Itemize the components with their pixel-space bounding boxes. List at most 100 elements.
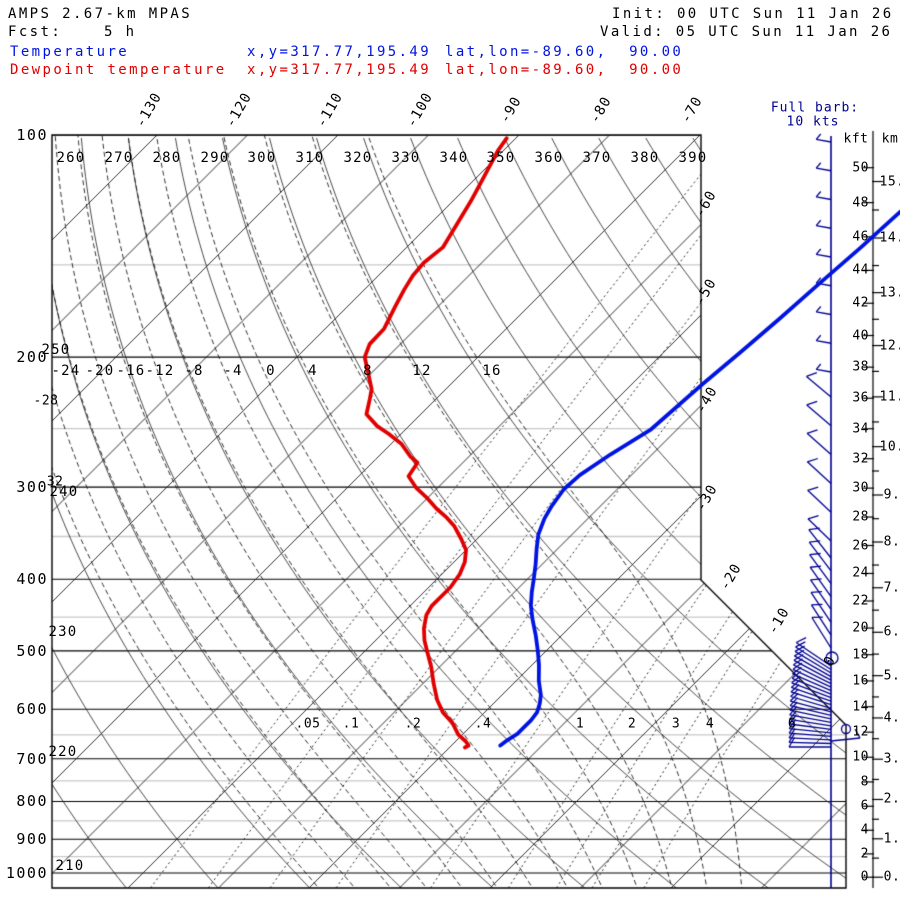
km-axis-label: 8. (883, 534, 900, 550)
kft-axis-label: 24 (852, 565, 869, 581)
kft-axis-label: 40 (852, 328, 869, 344)
dry-adiabat-label-left: 230 (48, 624, 78, 640)
moist-adiabat-label-200mb: -24 (51, 363, 81, 379)
dry-adiabat-label-left: 210 (55, 858, 85, 874)
moist-adiabat-label-200mb: -4 (223, 363, 243, 379)
pressure-axis-label: 100 (16, 126, 48, 144)
mixing-ratio-label: 6 (787, 716, 797, 732)
full-barb-note-line1: Full barb: (770, 100, 860, 116)
fcst-value: 5 h (104, 24, 137, 40)
full-barb-note-line2: 10 kts (786, 114, 840, 130)
dry-adiabat-label-top: 360 (534, 150, 564, 166)
km-axis-label: 7. (883, 580, 900, 596)
kft-axis-label: 2 (860, 846, 869, 862)
moist-adiabat-label-left: -32 (38, 474, 64, 490)
moist-adiabat-label-200mb: 8 (363, 363, 373, 379)
legend-temperature-latlon: lat,lon=-89.60, 90.00 (445, 44, 684, 60)
dry-adiabat-label-top: 300 (247, 150, 277, 166)
legend-temperature-xy: x,y=317.77,195.49 (247, 44, 432, 60)
dry-adiabat-label-top: 260 (56, 150, 86, 166)
km-axis-label: 14. (879, 230, 900, 246)
dry-adiabat-label-top: 290 (200, 150, 230, 166)
kft-axis-title: kft (843, 131, 869, 147)
km-axis-label: 4. (883, 710, 900, 726)
legend-dewpoint-xy: x,y=317.77,195.49 (247, 62, 432, 78)
mixing-ratio-label: .05 (295, 716, 321, 732)
kft-axis-label: 42 (852, 295, 869, 311)
moist-adiabat-label-200mb: 12 (412, 363, 432, 379)
dry-adiabat-label-left: 220 (48, 744, 78, 760)
kft-axis-label: 38 (852, 359, 869, 375)
km-axis-label: 13. (879, 285, 900, 301)
kft-axis-label: 32 (852, 451, 869, 467)
moist-adiabat-label-200mb: -8 (184, 363, 204, 379)
kft-axis-label: 4 (860, 822, 869, 838)
mixing-ratio-label: 4 (705, 716, 715, 732)
dry-adiabat-label-top: 280 (152, 150, 182, 166)
km-axis-label: 15. (879, 174, 900, 190)
dry-adiabat-label-top: 330 (391, 150, 421, 166)
kft-axis-label: 14 (852, 699, 869, 715)
kft-axis-label: 12 (852, 724, 869, 740)
pressure-axis-label: 1000 (5, 864, 48, 882)
moist-adiabat-label-200mb: 0 (266, 363, 276, 379)
legend-dewpoint-label: Dewpoint temperature (10, 62, 227, 78)
dry-adiabat-label-top: 320 (343, 150, 373, 166)
pressure-axis-label: 300 (16, 478, 48, 497)
moist-adiabat-label-200mb: -12 (145, 363, 175, 379)
km-axis-label: 5. (883, 668, 900, 684)
km-axis-label: 11. (879, 389, 900, 405)
kft-axis-label: 48 (852, 195, 869, 211)
pressure-axis-label: 800 (16, 792, 48, 811)
pressure-axis-label: 200 (16, 348, 48, 367)
dry-adiabat-label-top: 270 (104, 150, 134, 166)
km-axis-label: 12. (879, 338, 900, 354)
mixing-ratio-label: 2 (627, 716, 637, 732)
kft-axis-label: 50 (852, 160, 869, 176)
km-axis-label: 1. (883, 831, 900, 847)
kft-axis-label: 16 (852, 673, 869, 689)
kft-axis-label: 28 (852, 509, 869, 525)
km-axis-label: 0. (883, 869, 900, 885)
mixing-ratio-label: .2 (404, 716, 422, 732)
valid-time: Valid: 05 UTC Sun 11 Jan 26 (600, 24, 893, 40)
kft-axis-label: 18 (852, 647, 869, 663)
km-axis-title: km (881, 131, 899, 147)
kft-axis-label: 44 (852, 262, 869, 278)
legend-dewpoint-latlon: lat,lon=-89.60, 90.00 (445, 62, 684, 78)
kft-axis-label: 8 (860, 774, 869, 790)
kft-axis-label: 22 (852, 593, 869, 609)
kft-axis-label: 26 (852, 538, 869, 553)
dry-adiabat-label-top: 370 (582, 150, 612, 166)
init-time: Init: 00 UTC Sun 11 Jan 26 (612, 6, 894, 22)
kft-axis-label: 36 (852, 390, 869, 406)
kft-axis-label: 6 (860, 798, 869, 814)
km-axis-label: 2. (883, 791, 900, 807)
dry-adiabat-label-top: 340 (439, 150, 469, 166)
moist-adiabat-label-200mb: -16 (116, 363, 146, 379)
km-axis-label: 3. (883, 751, 900, 767)
dry-adiabat-label-left: 250 (41, 342, 71, 358)
pressure-axis-label: 700 (16, 749, 48, 768)
dry-adiabat-label-left: 240 (49, 484, 79, 500)
km-axis-label: 10. (879, 439, 900, 455)
kft-axis-label: 20 (852, 620, 869, 636)
kft-axis-label: 34 (852, 421, 869, 437)
kft-axis-label: 46 (852, 229, 869, 245)
pressure-axis-label: 900 (16, 830, 48, 849)
dry-adiabat-label-top: 350 (486, 150, 516, 166)
km-axis-label: 6. (883, 624, 900, 640)
dry-adiabat-label-top: 380 (630, 150, 660, 166)
kft-axis-label: 10 (852, 749, 869, 765)
kft-axis-label: 0 (860, 869, 869, 885)
km-axis-label: 9. (883, 487, 900, 503)
mixing-ratio-label: 1 (575, 716, 585, 732)
pressure-axis-label: 400 (16, 570, 48, 589)
fcst-label: Fcst: (8, 24, 63, 40)
mixing-ratio-label: 3 (671, 716, 681, 732)
dry-adiabat-label-top: 310 (295, 150, 325, 166)
moist-adiabat-label-200mb: -20 (85, 363, 115, 379)
mixing-ratio-label: .4 (474, 716, 492, 732)
